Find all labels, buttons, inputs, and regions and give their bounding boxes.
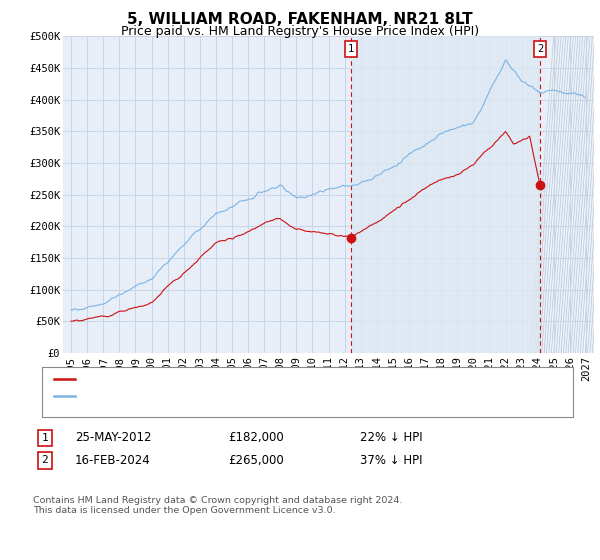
Text: 2: 2 [41,455,49,465]
Text: 5, WILLIAM ROAD, FAKENHAM, NR21 8LT: 5, WILLIAM ROAD, FAKENHAM, NR21 8LT [127,12,473,27]
Text: 2: 2 [537,44,543,54]
Text: 1: 1 [348,44,354,54]
Text: 5, WILLIAM ROAD, FAKENHAM, NR21 8LT (detached house): 5, WILLIAM ROAD, FAKENHAM, NR21 8LT (det… [81,374,407,384]
Text: Contains HM Land Registry data © Crown copyright and database right 2024.
This d: Contains HM Land Registry data © Crown c… [33,496,403,515]
Text: 25-MAY-2012: 25-MAY-2012 [75,431,151,445]
Text: 16-FEB-2024: 16-FEB-2024 [75,454,151,467]
Bar [546,36,594,353]
Text: HPI: Average price, detached house, North Norfolk: HPI: Average price, detached house, Nort… [81,391,362,402]
Text: Price paid vs. HM Land Registry's House Price Index (HPI): Price paid vs. HM Land Registry's House … [121,25,479,38]
Text: 37% ↓ HPI: 37% ↓ HPI [360,454,422,467]
Text: 1: 1 [41,433,49,443]
Text: £265,000: £265,000 [228,454,284,467]
Bar [351,36,540,353]
Text: £182,000: £182,000 [228,431,284,445]
Text: 22% ↓ HPI: 22% ↓ HPI [360,431,422,445]
